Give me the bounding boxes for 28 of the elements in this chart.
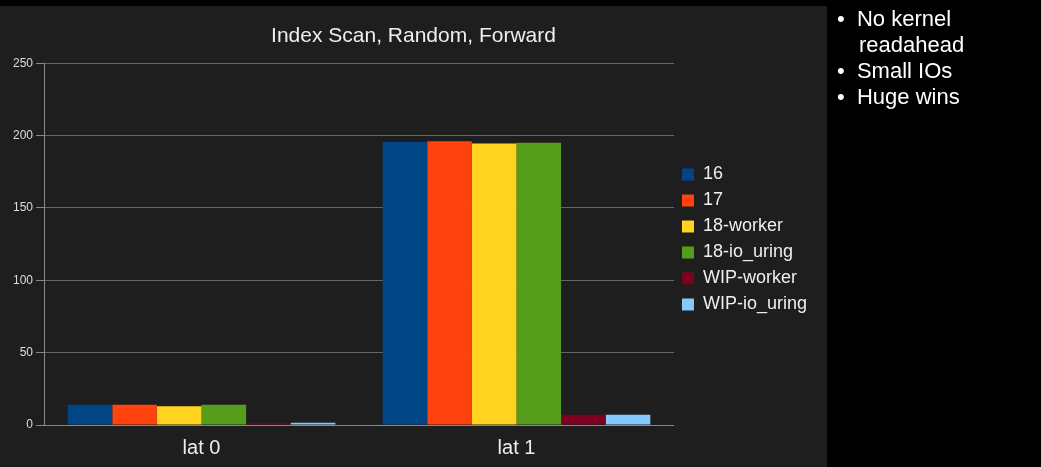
x-tick-label: lat 1 (497, 435, 536, 458)
bar (382, 142, 428, 425)
y-tick-label: 50 (19, 344, 34, 359)
y-tick-label: 0 (26, 417, 34, 432)
legend-label: WIP-worker (702, 267, 797, 288)
bar (201, 404, 247, 425)
bar (561, 414, 606, 425)
legend-label: 18-io_uring (702, 241, 794, 263)
bar (156, 406, 202, 425)
y-tick-label: 200 (12, 127, 34, 142)
legend-label: 16 (702, 163, 723, 184)
legend-label: 17 (702, 189, 723, 210)
bar (67, 404, 113, 425)
bar (112, 404, 157, 425)
legend-label: WIP-io_uring (702, 293, 808, 315)
chart-title: Index Scan, Random, Forward (271, 23, 556, 47)
x-tick-label: lat 0 (182, 435, 221, 458)
text: • No kernel readahead (837, 6, 966, 58)
text: • Small IOs (837, 58, 954, 84)
bar (605, 414, 651, 425)
bar (471, 143, 517, 425)
bar (427, 141, 472, 425)
y-tick-label: 150 (12, 200, 34, 215)
text: • Huge wins (837, 84, 961, 110)
legend-label: 18-worker (702, 215, 783, 236)
y-tick-label: 100 (12, 272, 34, 287)
y-tick-label: 250 (12, 55, 34, 70)
bar (516, 142, 562, 425)
